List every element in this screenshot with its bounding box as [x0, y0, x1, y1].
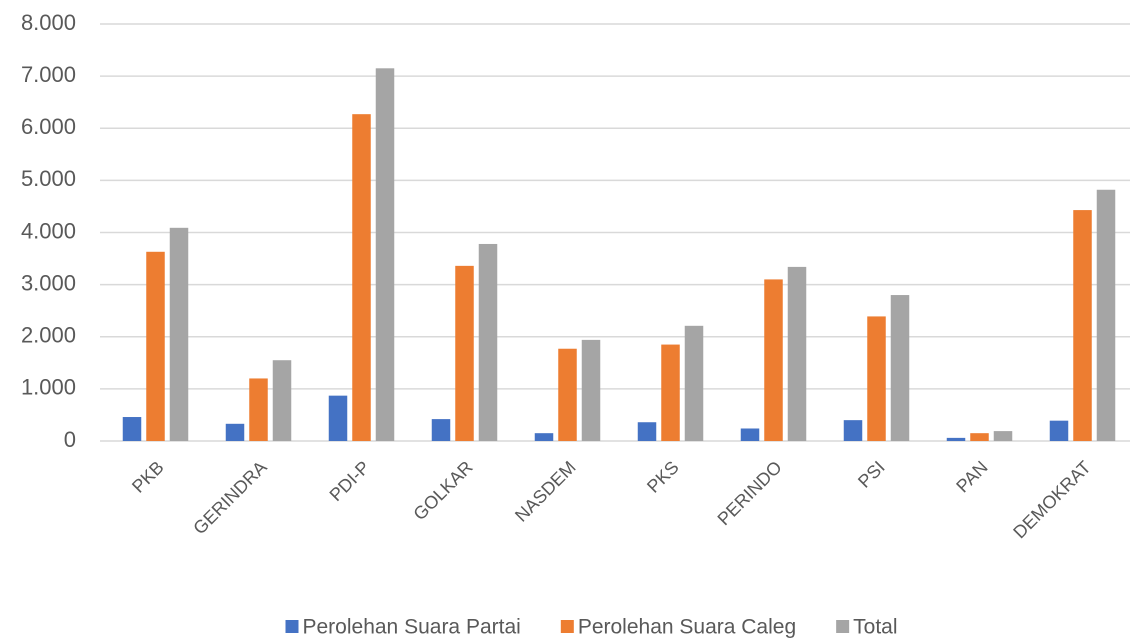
legend-label: Total — [853, 616, 897, 639]
bar — [993, 431, 1013, 441]
bar — [581, 339, 601, 441]
x-tick-label: GERINDRA — [189, 457, 270, 538]
bar — [843, 420, 863, 441]
x-tick-label: DEMOKRAT — [1009, 457, 1094, 542]
legend-swatch — [836, 620, 850, 633]
bar — [637, 422, 657, 441]
y-tick-label: 8.000 — [21, 10, 76, 35]
bar — [558, 348, 577, 441]
legend-swatch — [560, 620, 574, 633]
bar — [122, 417, 142, 441]
bar — [661, 344, 680, 441]
legend-swatch — [285, 620, 299, 633]
bar — [225, 423, 245, 441]
legend-label: Perolehan Suara Caleg — [578, 616, 796, 639]
bar — [1049, 420, 1069, 441]
bar — [169, 227, 189, 441]
x-tick-label: PKB — [128, 457, 168, 497]
bar — [249, 378, 268, 441]
x-tick-label: PSI — [854, 457, 889, 492]
bar — [867, 316, 886, 441]
bar — [890, 295, 910, 441]
bar — [1073, 210, 1092, 441]
y-tick-label: 5.000 — [21, 166, 76, 191]
y-tick-label: 1.000 — [21, 375, 76, 400]
bar — [740, 428, 760, 441]
x-tick-label: PDI-P — [326, 457, 374, 505]
bar — [328, 395, 348, 441]
bar — [455, 265, 474, 441]
bar — [684, 325, 704, 441]
bar — [431, 419, 451, 441]
y-tick-label: 4.000 — [21, 218, 76, 243]
legend: Perolehan Suara Partai Perolehan Suara Ca… — [285, 616, 898, 639]
bar — [272, 360, 292, 441]
x-tick-label: PAN — [952, 457, 991, 496]
x-tick-label: NASDEM — [511, 457, 580, 526]
bar — [534, 433, 554, 441]
bar — [478, 243, 498, 441]
bar — [946, 437, 966, 441]
bar — [352, 114, 371, 442]
bar — [375, 68, 395, 442]
y-tick-label: 6.000 — [21, 114, 76, 139]
y-tick-label: 0 — [64, 427, 76, 452]
bar — [970, 433, 989, 441]
x-tick-label: PERINDO — [714, 457, 786, 529]
y-tick-label: 3.000 — [21, 270, 76, 295]
bar — [146, 251, 165, 441]
x-tick-label: PKS — [643, 457, 683, 497]
bar — [1096, 189, 1116, 441]
legend-label: Perolehan Suara Partai — [303, 616, 521, 639]
y-tick-label: 7.000 — [21, 62, 76, 87]
bar — [764, 279, 783, 441]
y-tick-label: 2.000 — [21, 323, 76, 348]
x-tick-label: GOLKAR — [409, 457, 476, 524]
bar — [787, 266, 807, 441]
